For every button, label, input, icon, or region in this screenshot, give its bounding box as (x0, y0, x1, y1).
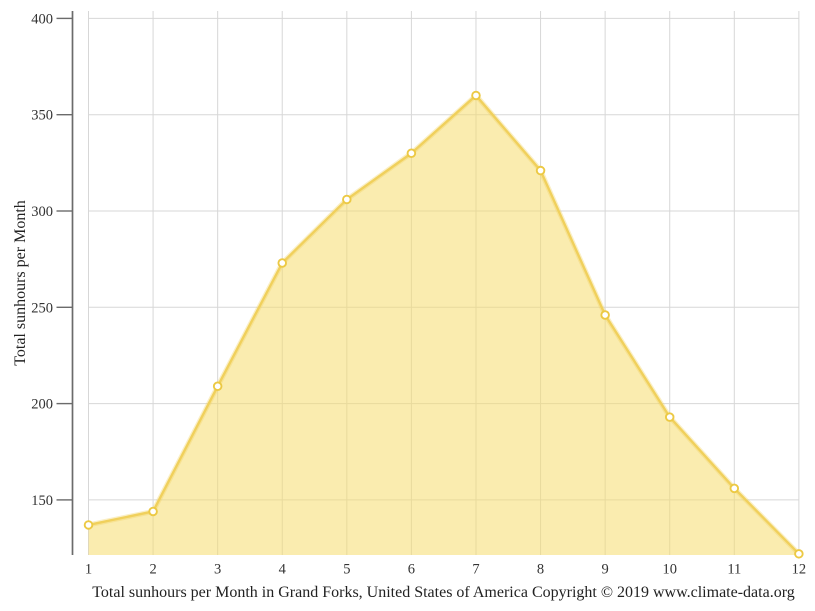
data-point-marker (729, 483, 740, 494)
data-point-marker (535, 165, 546, 176)
y-tick-label: 350 (31, 108, 53, 124)
data-point-marker (83, 520, 94, 530)
x-tick-label: 9 (602, 562, 609, 578)
data-point-marker (794, 549, 804, 559)
x-tick-label: 8 (537, 562, 544, 578)
x-tick-label: 2 (149, 562, 156, 578)
x-tick-label: 10 (662, 562, 677, 578)
x-tick-label: 7 (472, 562, 479, 578)
chart-caption: Total sunhours per Month in Grand Forks,… (92, 584, 795, 601)
data-point-marker (342, 194, 352, 205)
x-tick-label: 4 (279, 562, 287, 578)
x-tick-label: 11 (727, 562, 741, 578)
area-fill (88, 95, 799, 555)
x-tick-label: 6 (408, 562, 415, 578)
data-point-marker (277, 258, 287, 268)
data-point-marker (148, 506, 158, 517)
x-tick-label: 5 (343, 562, 350, 578)
data-point-marker (212, 381, 223, 392)
y-tick-label: 400 (31, 11, 53, 27)
y-tick-label: 150 (31, 493, 53, 509)
data-point-marker (406, 148, 417, 158)
y-tick-label: 250 (31, 300, 53, 316)
data-point-marker (600, 310, 610, 320)
x-tick-label: 1 (85, 562, 92, 578)
data-point-marker (664, 412, 675, 422)
y-tick-label: 300 (31, 204, 53, 220)
x-tick-label: 12 (792, 562, 807, 578)
data-point-marker (471, 90, 481, 101)
y-tick-label: 200 (31, 397, 53, 413)
y-axis-title: Total sunhours per Month (12, 200, 29, 366)
x-tick-label: 3 (214, 562, 221, 578)
data-line (87, 94, 801, 556)
